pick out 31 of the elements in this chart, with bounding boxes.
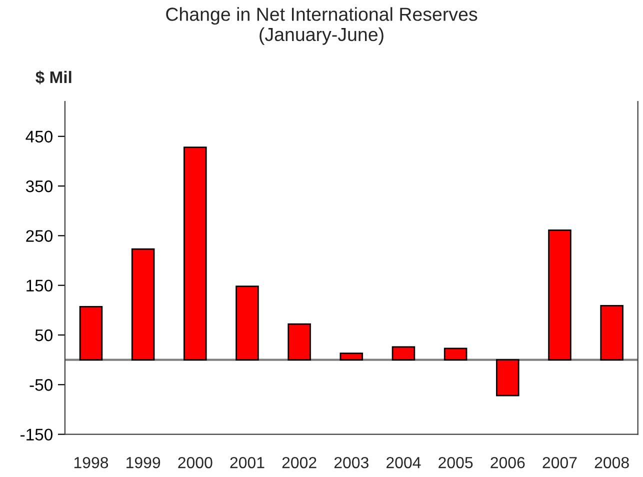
bar [548,230,572,361]
bar [600,305,624,361]
x-tick-label: 2006 [490,456,525,468]
chart-title: Change in Net International Reserves (January-June) [166,7,478,45]
x-tick-label: 2000 [178,456,212,468]
y-tick-label: 250 [26,230,52,242]
y-tick-label: 350 [26,180,52,192]
y-tick-label: 450 [26,130,52,143]
x-tick-label: 2005 [438,456,473,468]
x-tick-label: 2007 [542,456,577,468]
bar [236,286,259,361]
y-tick-label: 50 [35,329,52,342]
y-tick-label: -50 [30,379,52,391]
bar [444,348,468,361]
x-tick-label: 2002 [282,456,316,468]
bar [340,352,364,361]
bar [131,248,155,361]
x-tick-label: 2008 [594,456,629,468]
y-tick-label: 150 [26,280,52,292]
x-tick-label: 1998 [74,456,108,468]
bar [288,323,311,361]
bar [392,346,416,361]
x-tick-label: 2004 [386,456,421,468]
x-tick-label: 2003 [334,456,368,468]
y-axis-title: $ Mil [36,70,72,84]
bar [496,359,520,396]
bar [184,146,207,361]
x-tick-label: 2001 [230,456,264,468]
bar [79,306,103,361]
y-tick-label: -150 [20,428,52,441]
x-tick-label: 1999 [126,456,160,468]
